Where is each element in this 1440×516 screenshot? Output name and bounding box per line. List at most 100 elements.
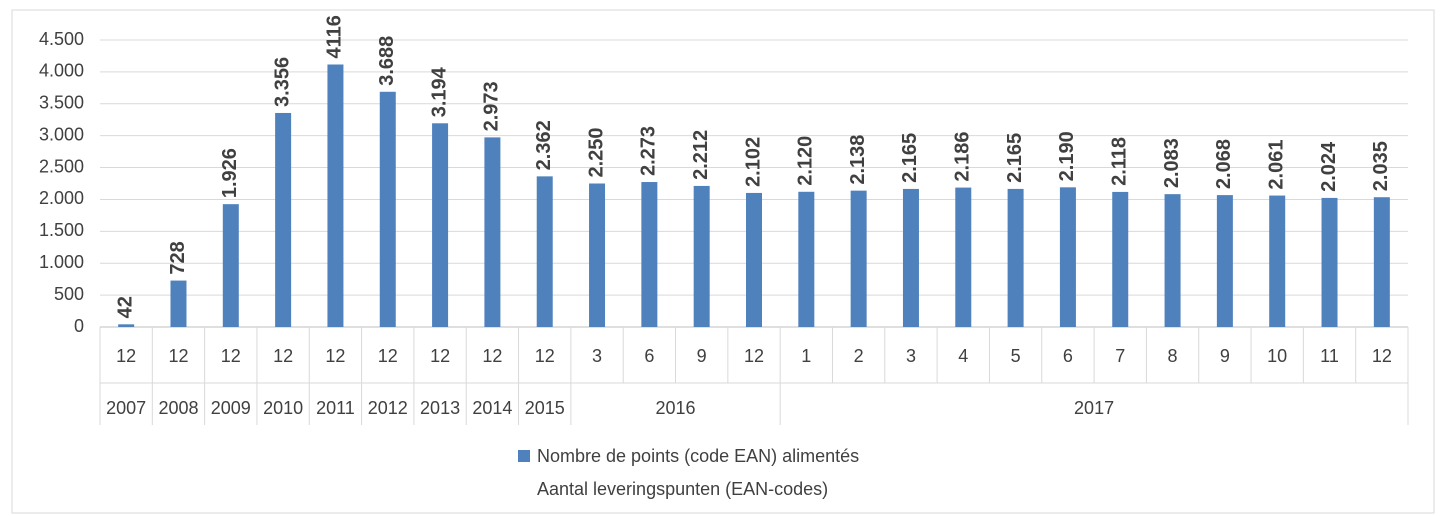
y-tick-label: 3.500 <box>39 93 84 113</box>
x-tick-label: 12 <box>378 346 398 366</box>
bar <box>955 187 972 327</box>
bar <box>589 183 606 327</box>
bar <box>693 185 710 327</box>
value-label: 2.102 <box>742 137 764 187</box>
value-label: 2.068 <box>1213 139 1235 189</box>
value-label: 3.194 <box>428 66 450 117</box>
y-tick-label: 0 <box>74 316 84 336</box>
x-tick-label: 3 <box>592 346 602 366</box>
value-label: 2.035 <box>1370 141 1392 191</box>
group-label: 2016 <box>655 398 695 418</box>
legend-label: Nombre de points (code EAN) alimentés <box>537 446 859 466</box>
bar <box>118 324 135 327</box>
x-tick-label: 11 <box>1320 346 1339 366</box>
value-label: 2.190 <box>1056 131 1078 181</box>
x-tick-label: 6 <box>1063 346 1073 366</box>
value-label: 1.926 <box>219 148 241 198</box>
y-tick-label: 1.000 <box>39 252 84 272</box>
chart-border <box>11 9 1435 514</box>
x-tick-label: 3 <box>906 346 916 366</box>
bar <box>746 192 762 327</box>
value-label: 2.186 <box>952 132 974 182</box>
group-label: 2011 <box>316 398 355 418</box>
x-tick-label: 4 <box>958 346 968 366</box>
y-tick-label: 2.500 <box>39 156 84 176</box>
value-label: 2.138 <box>847 135 869 185</box>
bar <box>1216 195 1233 327</box>
value-label: 2.212 <box>690 130 712 180</box>
x-tick-label: 7 <box>1115 346 1125 366</box>
x-tick-label: 9 <box>1220 346 1230 366</box>
bar <box>1059 187 1076 327</box>
group-label: 2014 <box>472 398 512 418</box>
group-label: 2015 <box>525 398 565 418</box>
value-label: 728 <box>167 241 189 274</box>
x-tick-label: 5 <box>1011 346 1021 366</box>
x-tick-label: 12 <box>325 346 345 366</box>
bar <box>902 188 919 327</box>
value-label: 3.356 <box>271 57 293 107</box>
value-label: 2.165 <box>899 133 921 183</box>
bar <box>641 182 658 327</box>
legend-swatch <box>518 450 530 462</box>
bar <box>1112 191 1129 327</box>
value-label: 2.024 <box>1318 141 1340 192</box>
x-tick-label: 12 <box>168 346 188 366</box>
group-label: 2008 <box>158 398 198 418</box>
x-tick-label: 6 <box>644 346 654 366</box>
value-label: 2.165 <box>1004 133 1026 183</box>
value-label: 2.061 <box>1265 139 1287 189</box>
x-tick-label: 12 <box>430 346 450 366</box>
value-label: 42 <box>114 296 136 318</box>
bar <box>379 91 396 327</box>
bar <box>1321 197 1338 327</box>
y-tick-label: 4.500 <box>39 29 84 49</box>
bar <box>1164 194 1181 327</box>
bar <box>1373 197 1390 327</box>
group-label: 2017 <box>1074 398 1114 418</box>
x-tick-label: 12 <box>1372 346 1392 366</box>
bar <box>170 280 187 327</box>
bar <box>432 123 449 327</box>
bar <box>536 176 553 327</box>
x-tick-label: 9 <box>697 346 707 366</box>
x-tick-label: 10 <box>1267 346 1287 366</box>
x-tick-label: 12 <box>482 346 502 366</box>
y-tick-label: 500 <box>54 284 84 304</box>
bar <box>850 190 867 327</box>
value-label: 2.362 <box>533 120 555 170</box>
group-label: 2013 <box>420 398 460 418</box>
y-tick-label: 3.000 <box>39 124 84 144</box>
bar <box>798 191 815 327</box>
value-label: 2.118 <box>1109 137 1131 186</box>
bar <box>327 64 344 328</box>
value-label: 4116 <box>324 15 346 58</box>
x-tick-label: 12 <box>221 346 241 366</box>
value-label: 3.688 <box>376 36 398 86</box>
y-tick-label: 4.000 <box>39 61 84 81</box>
legend-label: Aantal leveringspunten (EAN-codes) <box>537 479 828 499</box>
x-tick-label: 12 <box>535 346 555 366</box>
bar <box>484 137 501 327</box>
value-label: 2.083 <box>1161 138 1183 188</box>
x-tick-label: 1 <box>801 346 811 366</box>
group-label: 2009 <box>211 398 251 418</box>
value-label: 2.120 <box>795 136 817 186</box>
y-tick-label: 1.500 <box>39 220 84 240</box>
x-tick-label: 12 <box>116 346 136 366</box>
value-label: 2.273 <box>638 126 660 176</box>
group-label: 2012 <box>368 398 408 418</box>
bar <box>222 204 239 327</box>
bar <box>1007 188 1024 327</box>
x-tick-label: 8 <box>1168 346 1178 366</box>
group-label: 2007 <box>106 398 146 418</box>
x-tick-label: 12 <box>273 346 293 366</box>
bar <box>275 112 292 327</box>
x-tick-label: 2 <box>854 346 864 366</box>
value-label: 2.250 <box>585 127 607 177</box>
x-tick-label: 12 <box>744 346 764 366</box>
bar <box>1269 195 1286 327</box>
group-label: 2010 <box>263 398 303 418</box>
y-tick-label: 2.000 <box>39 188 84 208</box>
